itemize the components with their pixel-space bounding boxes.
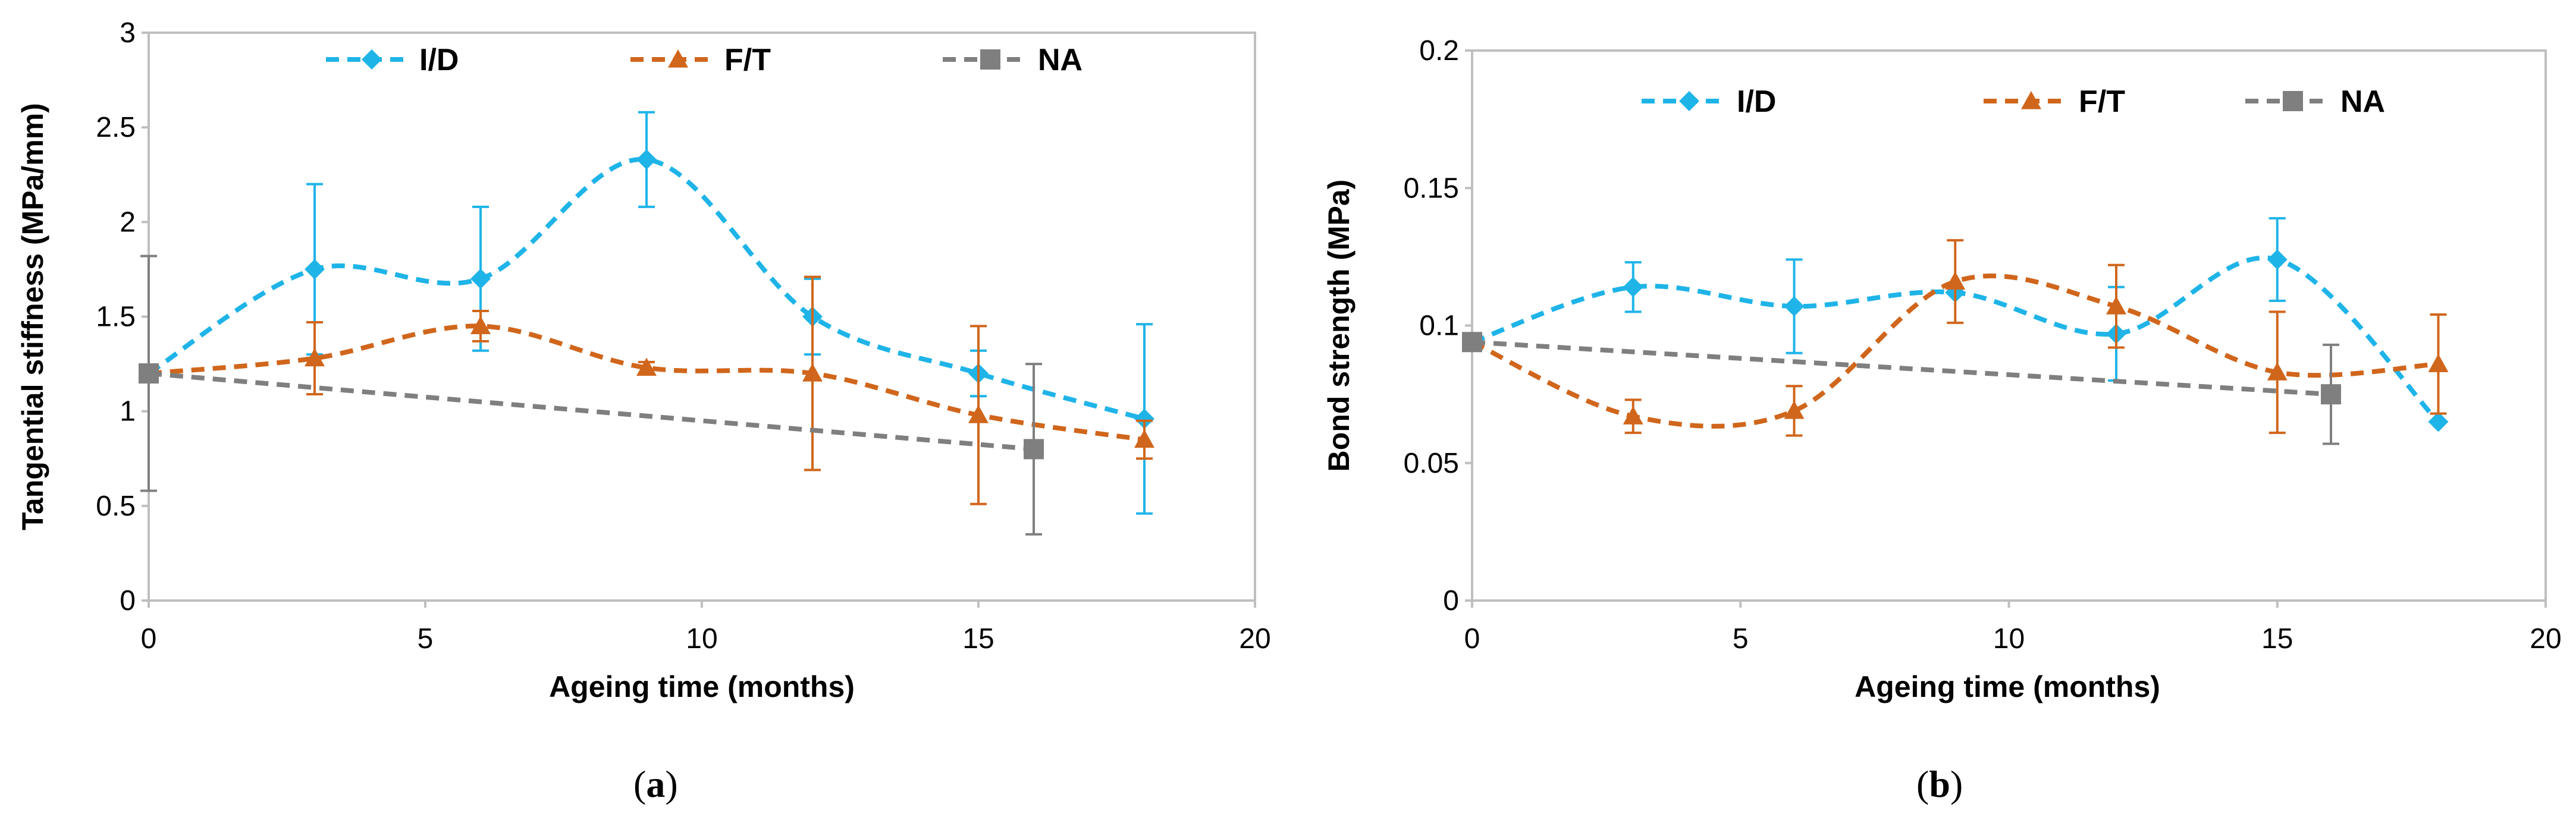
y-tick-label: 2.5 xyxy=(96,112,136,143)
legend-marker xyxy=(362,49,382,70)
y-tick-label: 0.1 xyxy=(1419,310,1459,342)
x-tick-label: 0 xyxy=(141,623,157,655)
data-point xyxy=(1462,332,1482,353)
data-point xyxy=(1134,429,1154,448)
y-axis-title: Bond strength (MPa) xyxy=(1322,180,1356,472)
legend-entry: NA xyxy=(943,43,1083,77)
data-point xyxy=(470,268,491,289)
data-point xyxy=(1623,406,1643,425)
legend-label: I/D xyxy=(1737,84,1776,119)
x-tick-label: 15 xyxy=(2261,623,2293,655)
legend-label: NA xyxy=(1038,43,1083,77)
legend-marker xyxy=(2021,91,2041,109)
x-tick-label: 0 xyxy=(1464,623,1480,655)
series-ft xyxy=(139,275,1154,505)
legend-marker xyxy=(980,49,1000,70)
data-point xyxy=(1784,296,1805,317)
legend-label: NA xyxy=(2340,84,2385,119)
panel-a: 0 0.5 1 1.5 2 2.5 3 0 5 10 15 20 Ageing time (months… xyxy=(16,17,1271,805)
data-point xyxy=(2267,362,2288,381)
x-tick-label: 10 xyxy=(1993,623,2025,655)
y-tick-label: 2 xyxy=(120,206,136,238)
x-tick-label: 10 xyxy=(686,623,717,655)
y-tick-label: 0 xyxy=(1443,585,1459,617)
y-tick-label: 0 xyxy=(120,585,136,617)
data-point xyxy=(470,316,491,335)
series-line xyxy=(1471,340,2332,397)
plot-frame xyxy=(1471,49,2547,602)
data-point xyxy=(305,348,325,367)
series-id xyxy=(139,111,1154,515)
legend-label: F/T xyxy=(2079,84,2125,119)
data-point xyxy=(1945,271,1966,290)
data-point xyxy=(2428,354,2449,372)
x-tick-label: 20 xyxy=(2530,623,2561,655)
legend-entry: I/D xyxy=(326,43,459,77)
data-point xyxy=(2321,384,2341,405)
y-tick-label: 3 xyxy=(120,17,136,49)
data-point xyxy=(305,259,325,279)
x-tick-label: 5 xyxy=(418,623,434,655)
series-line xyxy=(1471,255,2440,424)
legend-label: F/T xyxy=(724,43,771,77)
data-point xyxy=(1623,276,1643,297)
legend-entry: NA xyxy=(2245,84,2385,119)
data-point xyxy=(1784,400,1805,419)
y-tick-label: 1.5 xyxy=(96,301,136,333)
x-tick-label: 5 xyxy=(1733,623,1749,655)
legend-marker xyxy=(2283,91,2303,111)
data-point xyxy=(1134,408,1154,429)
x-axis-title: Ageing time (months) xyxy=(549,670,855,703)
legend-label: I/D xyxy=(419,43,459,77)
series-na xyxy=(1462,332,2341,445)
y-tick-label: 0.2 xyxy=(1419,35,1459,67)
data-point xyxy=(139,363,159,384)
data-point xyxy=(2267,249,2288,270)
data-point xyxy=(968,405,989,423)
legend-marker xyxy=(1679,91,1699,111)
legend-entry: F/T xyxy=(1984,84,2125,119)
series-line xyxy=(148,371,1034,452)
x-axis-title: Ageing time (months) xyxy=(1855,670,2160,703)
legend-entry: F/T xyxy=(630,43,771,77)
panel-label: (a) xyxy=(633,763,678,805)
data-point xyxy=(1024,439,1044,460)
y-tick-label: 0.5 xyxy=(96,491,136,522)
panel-label: (b) xyxy=(1916,763,1963,805)
panel-b: 0 0.05 0.1 0.15 0.2 0 5 10 15 20 Ageing time (mont… xyxy=(1322,35,2562,805)
x-tick-label: 20 xyxy=(1239,623,1270,655)
legend-entry: I/D xyxy=(1642,84,1776,119)
data-point xyxy=(636,149,657,170)
x-tick-label: 15 xyxy=(962,623,994,655)
data-point xyxy=(2106,296,2126,315)
data-point xyxy=(636,357,657,376)
y-tick-label: 0.05 xyxy=(1404,448,1459,479)
data-point xyxy=(802,363,823,382)
data-point xyxy=(2428,411,2449,432)
legend-marker xyxy=(668,49,688,68)
series-ft xyxy=(1462,239,2449,437)
series-line xyxy=(148,323,1145,442)
series-na xyxy=(139,254,1044,536)
y-axis-title: Tangential stiffness (MPa/mm) xyxy=(16,103,49,530)
y-tick-label: 0.15 xyxy=(1404,172,1459,204)
y-tick-label: 1 xyxy=(120,396,136,428)
